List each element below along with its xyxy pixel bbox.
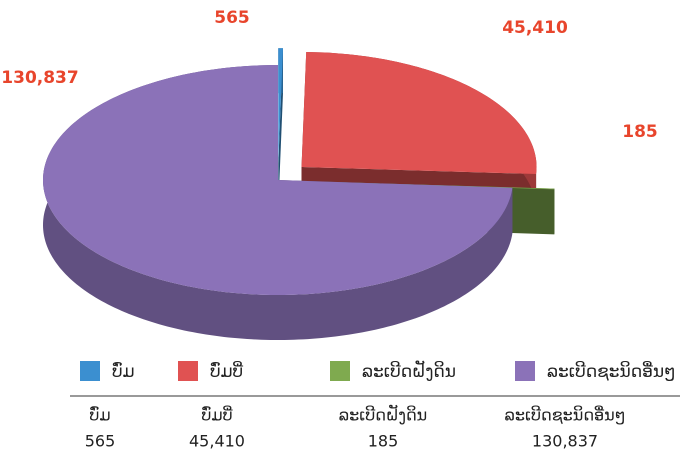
table-header: ລະເບີດຝັງດິນ bbox=[339, 404, 427, 424]
slice bbox=[301, 52, 537, 175]
legend-label: ລະເບີດຝັງດິນ bbox=[362, 359, 456, 382]
table-value: 45,410 bbox=[189, 432, 245, 451]
legend-label: ລະເບີດຊະນິດອື່ນໆ bbox=[547, 361, 676, 382]
data-label: 45,410 bbox=[502, 18, 568, 38]
table-header: ບົ່ມບີ່ bbox=[201, 406, 232, 425]
slice bbox=[278, 48, 283, 164]
table-value: 185 bbox=[368, 432, 399, 451]
slice bbox=[43, 65, 513, 295]
legend-label: ບົ່ມບີ່ bbox=[210, 360, 243, 382]
table-header: ລະເບີດຊະນິດອື່ນໆ bbox=[505, 405, 626, 424]
data-label: 565 bbox=[214, 8, 250, 28]
table-value: 130,837 bbox=[532, 432, 598, 451]
legend-swatch bbox=[515, 361, 535, 381]
pie bbox=[43, 48, 555, 340]
data-label: 130,837 bbox=[1, 68, 78, 88]
legend-swatch bbox=[330, 361, 350, 381]
legend-swatch bbox=[80, 361, 100, 381]
legend-label: ບົ່ມ bbox=[112, 360, 135, 382]
table-value: 565 bbox=[85, 432, 116, 451]
table-header: ບົ່ມ bbox=[89, 406, 110, 425]
legend-swatch bbox=[178, 361, 198, 381]
data-label: 185 bbox=[622, 122, 658, 142]
